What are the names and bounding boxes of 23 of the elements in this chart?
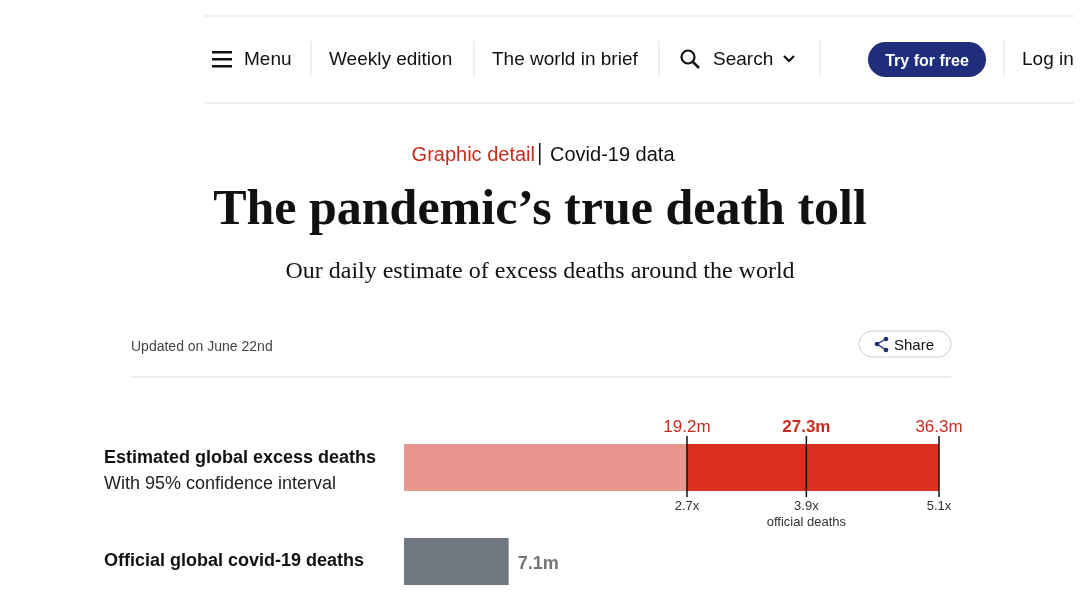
text: Weekly edition: [329, 48, 453, 69]
chart-title: The pandemic’s true death toll: [213, 179, 867, 235]
annotation: 19.2m: [663, 417, 711, 436]
annotation: 36.3m: [915, 417, 963, 436]
text: Covid-19 data: [550, 143, 676, 165]
annotation: official deaths: [766, 514, 847, 529]
text: Updated on June 22nd: [131, 338, 273, 354]
text: Log in: [1022, 48, 1074, 69]
text: The world in brief: [492, 48, 639, 69]
text: Menu: [244, 48, 292, 69]
annotation: 5.1x: [926, 498, 952, 513]
text: Search: [713, 48, 774, 69]
chart-subtitle: Our daily estimate of excess deaths around the world: [285, 257, 795, 283]
text: With 95% confidence interval: [104, 473, 337, 493]
annotation: 27.3m: [782, 417, 831, 436]
text: Share: [894, 336, 935, 353]
text: Try for free: [885, 52, 969, 69]
y-tick-label: Estimated global excess deaths: [104, 447, 377, 467]
annotation: 2.7x: [674, 498, 700, 513]
data-label: 7.1m: [517, 552, 559, 573]
y-tick-label: Official global covid-19 deaths: [104, 550, 365, 570]
text: Graphic detail: [411, 143, 535, 165]
annotation: 3.9x: [794, 498, 820, 513]
